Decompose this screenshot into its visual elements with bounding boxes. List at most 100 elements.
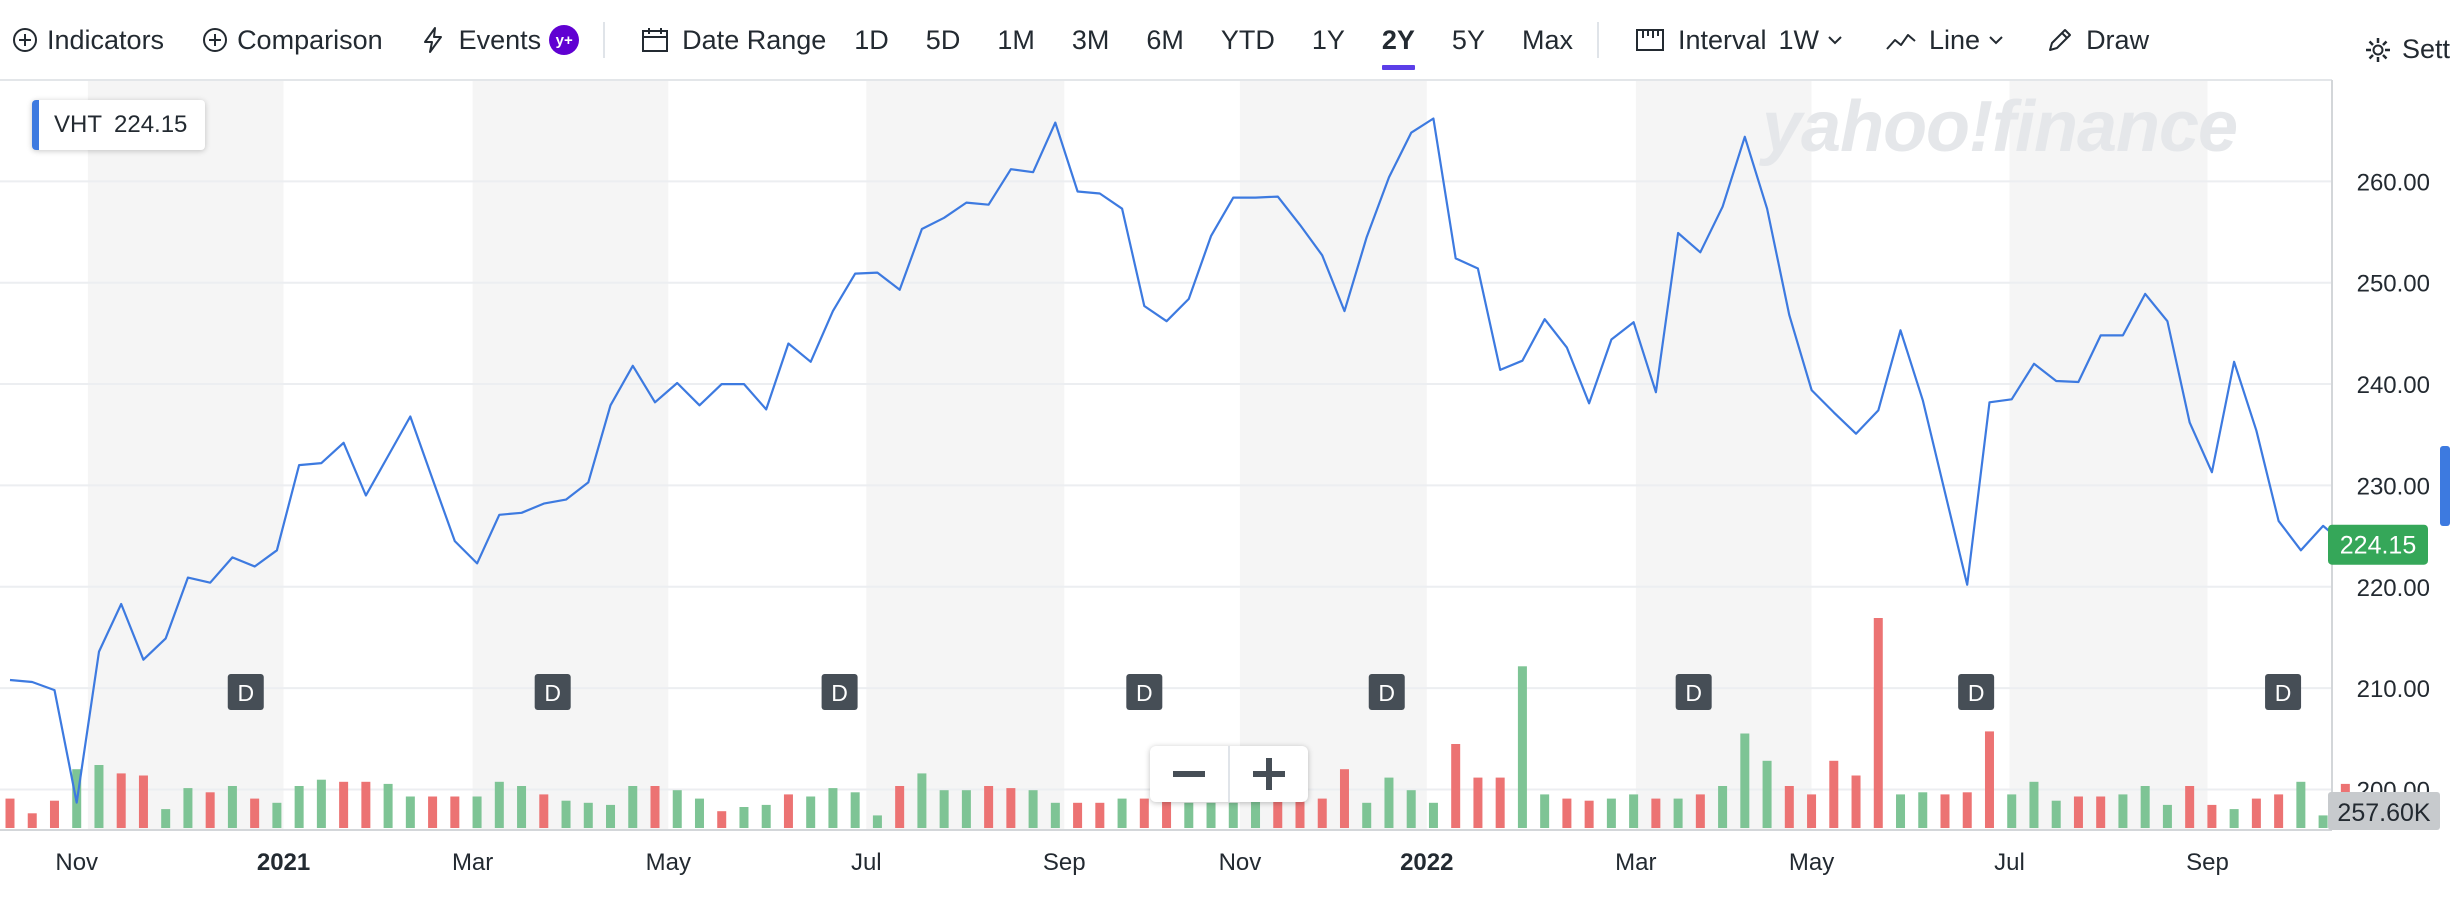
x-tick-label: 2021 [257, 849, 310, 876]
range-1y[interactable]: 1Y [1311, 24, 1345, 55]
ruler-icon [1635, 27, 1665, 53]
volume-bar [2318, 815, 2328, 828]
volume-bar [1807, 794, 1817, 828]
range-1d[interactable]: 1D [854, 24, 889, 55]
volume-bar [739, 807, 749, 828]
volume-bar [2051, 800, 2061, 828]
date-range-button[interactable]: Date Range [641, 25, 826, 56]
volume-bar [961, 790, 971, 828]
volume-bar [2274, 794, 2284, 828]
svg-text:D: D [831, 680, 848, 706]
volume-bar [1339, 769, 1349, 828]
svg-text:D: D [1378, 680, 1395, 706]
volume-bar [828, 788, 838, 828]
volume-bar [561, 800, 571, 828]
volume-label: 257.60K [2337, 799, 2430, 827]
draw-label: Draw [2086, 24, 2150, 55]
x-tick-label: Nov [55, 849, 98, 876]
volume-bar [1362, 802, 1372, 828]
volume-bar [517, 786, 527, 828]
range-2y[interactable]: 2Y [1381, 24, 1415, 70]
volume-bar [1206, 802, 1216, 828]
volume-bar [1851, 775, 1861, 828]
volume-bar [539, 794, 549, 828]
volume-bar [94, 765, 104, 828]
volume-bar [428, 796, 438, 828]
volume-bar [183, 788, 193, 828]
volume-bar [1050, 802, 1060, 828]
lightning-icon [421, 26, 445, 54]
svg-text:D: D [2275, 680, 2292, 706]
comparison-button[interactable]: Comparison [202, 25, 383, 56]
volume-bar [717, 811, 727, 828]
range-5d[interactable]: 5D [925, 24, 961, 55]
volume-bar [49, 800, 59, 828]
date-range-label: Date Range [682, 24, 827, 55]
range-1m[interactable]: 1M [997, 24, 1035, 55]
volume-bar [1162, 788, 1172, 828]
settings-label: Settings [2402, 34, 2450, 64]
range-ytd[interactable]: YTD [1220, 24, 1275, 55]
volume-bar [583, 802, 593, 828]
range-6m[interactable]: 6M [1146, 24, 1184, 55]
interval-label: Interval [1677, 24, 1767, 55]
volume-bar [1584, 800, 1594, 828]
last-price-badge [2328, 524, 2428, 565]
zoom-in-button[interactable] [1228, 746, 1308, 802]
dividend-event-marker[interactable]: D [1958, 674, 1995, 710]
volume-bar [2007, 794, 2017, 828]
dividend-event-marker[interactable]: D [821, 674, 858, 710]
shaded-band [1635, 80, 1812, 830]
volume-bar [2251, 798, 2261, 828]
volume-bar [2029, 781, 2039, 828]
volume-bar [606, 804, 616, 828]
interval-button[interactable]: Interval 1W [1635, 25, 1843, 56]
dividend-event-marker[interactable]: D [1368, 674, 1405, 710]
volume-bar [361, 781, 371, 828]
dividend-event-marker[interactable]: D [1675, 674, 1712, 710]
range-5y[interactable]: 5Y [1451, 24, 1485, 55]
volume-bar [494, 781, 504, 828]
dividend-event-marker[interactable]: D [534, 674, 571, 710]
volume-bar [1139, 798, 1149, 828]
volume-bar [1406, 790, 1416, 828]
volume-bar [1629, 794, 1639, 828]
volume-bar [138, 775, 148, 828]
chart-type-button[interactable]: Line [1885, 25, 2004, 56]
range-3m[interactable]: 3M [1071, 24, 1110, 55]
volume-bar [1940, 794, 1950, 828]
chart-type-label: Line [1929, 24, 1981, 55]
zoom-out-button[interactable] [1150, 746, 1228, 802]
volume-bar [2185, 786, 2195, 828]
x-tick-label: Jul [1994, 849, 2025, 876]
draw-button[interactable]: Draw [2046, 25, 2149, 56]
y-tick-label: 260.00 [2357, 169, 2430, 196]
events-button[interactable]: Events y+ [421, 25, 580, 56]
x-tick-label: May [646, 849, 691, 876]
y-tick-label: 250.00 [2357, 271, 2430, 298]
volume-bar [1984, 731, 1994, 828]
indicators-button[interactable]: Indicators [12, 25, 164, 56]
volume-bar [672, 790, 682, 828]
volume-bar [2140, 786, 2150, 828]
svg-text:D: D [237, 680, 254, 706]
dividend-event-marker[interactable]: D [227, 674, 264, 710]
volume-bar [2073, 796, 2083, 828]
volume-bar [161, 809, 171, 828]
settings-button[interactable]: Settings [2364, 34, 2450, 65]
volume-bar [2162, 804, 2172, 828]
volume-bar [694, 798, 704, 828]
pencil-icon [2046, 26, 2074, 54]
dividend-event-marker[interactable]: D [1126, 674, 1163, 710]
range-max[interactable]: Max [1521, 24, 1573, 55]
quote-symbol: VHT [54, 111, 102, 138]
volume-bar [5, 798, 15, 828]
volume-bar [1451, 744, 1461, 828]
volume-bar [1495, 777, 1505, 828]
dividend-event-marker[interactable]: D [2265, 674, 2302, 710]
volume-bar [450, 796, 460, 828]
volume-bar [1829, 760, 1839, 828]
volume-bar [1962, 792, 1972, 828]
volume-bar [806, 796, 816, 828]
